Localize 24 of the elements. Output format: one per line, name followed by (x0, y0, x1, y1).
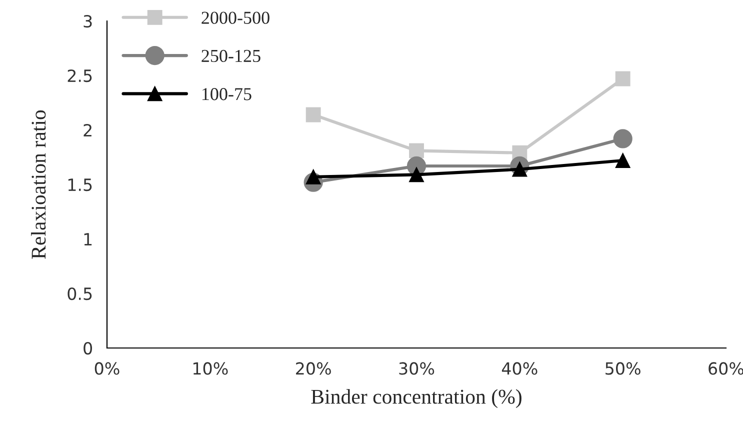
point (409, 167, 424, 182)
x-tick-label: 0% (94, 362, 120, 375)
y-axis-title: Relaxioation ratio (31, 110, 46, 259)
point (306, 107, 321, 122)
x-tick-label: 10% (193, 362, 228, 375)
legend-label: 100-75 (202, 88, 252, 100)
x-tick-label: 40% (502, 362, 538, 375)
x-tick-label: 30% (399, 362, 434, 375)
y-tick-label: 1 (84, 233, 92, 246)
y-tick-label: 0.5 (68, 287, 92, 300)
x-axis-title: Binder concentration (%) (311, 389, 522, 408)
y-tick-label: 2.5 (68, 69, 92, 82)
point (615, 71, 630, 86)
point (615, 153, 630, 168)
x-tick-label: 20% (296, 362, 331, 375)
y-tick-label: 2 (84, 124, 92, 136)
x-tick-label: 50% (606, 362, 640, 375)
point (409, 143, 424, 158)
legend-label: 2000-500 (202, 12, 270, 24)
legend-label: 250-125 (202, 50, 260, 62)
y-tick-label: 1.5 (68, 178, 92, 192)
y-tick-label: 3 (84, 14, 92, 28)
y-tick-label: 0 (84, 342, 92, 355)
point (613, 129, 632, 148)
